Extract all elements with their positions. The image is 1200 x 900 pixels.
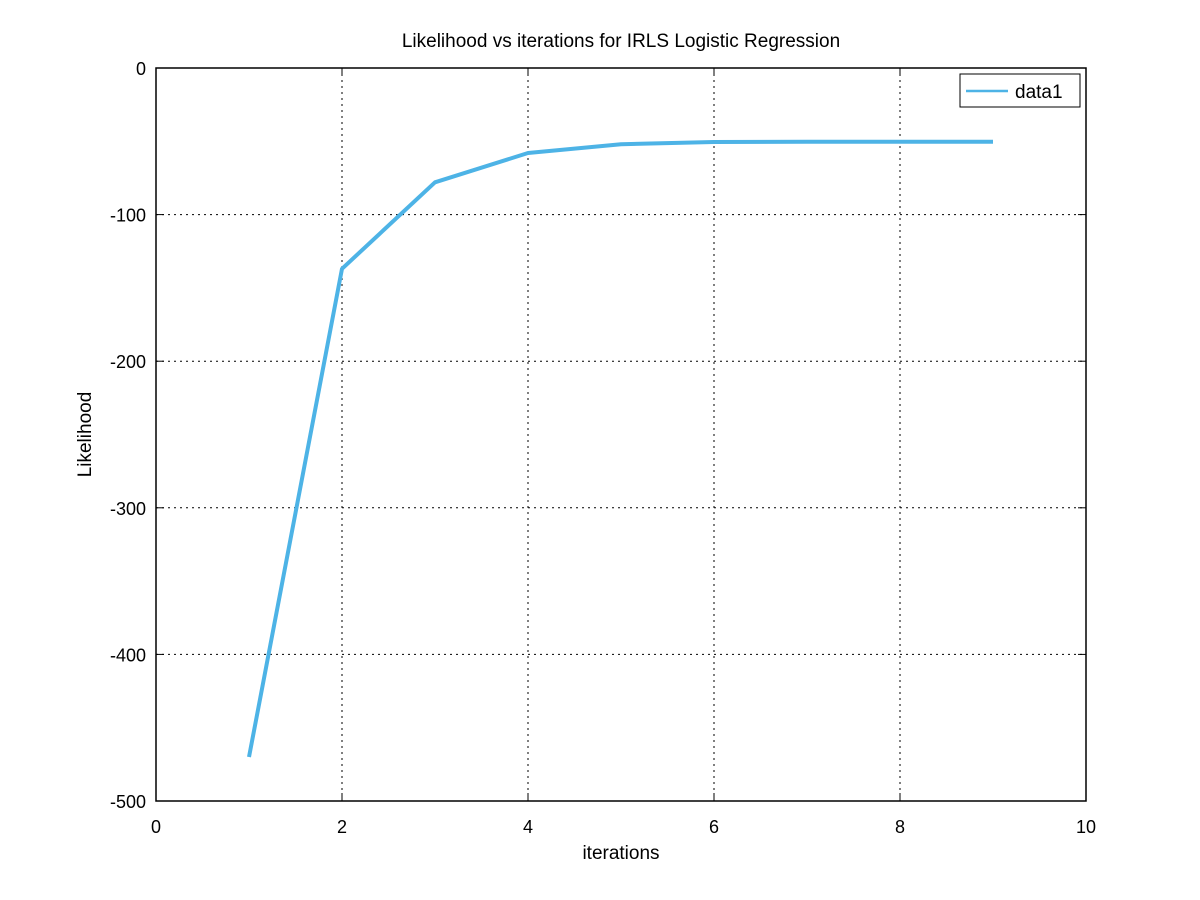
plot-area-frame xyxy=(155,67,1087,802)
series-layer xyxy=(247,139,993,758)
y-axis-label: Likelihood xyxy=(75,392,96,478)
series-line-data1 xyxy=(247,139,993,758)
y-tick-label: 0 xyxy=(136,59,146,79)
x-tick-label: 10 xyxy=(1076,817,1096,837)
y-tick-label: -200 xyxy=(110,352,146,372)
chart-title: Likelihood vs iterations for IRLS Logist… xyxy=(402,31,840,52)
x-tick-label: 8 xyxy=(895,817,905,837)
grid xyxy=(156,68,1086,801)
x-tick-label: 6 xyxy=(709,817,719,837)
x-axis-label: iterations xyxy=(582,843,659,864)
y-tick-label: -400 xyxy=(110,645,146,665)
tick-layer: 0 2 4 6 8 10 0 -100 -200 -300 -400 -500 xyxy=(110,59,1096,837)
x-tick-label: 4 xyxy=(523,817,533,837)
y-tick-label: -300 xyxy=(110,499,146,519)
x-tick-label: 2 xyxy=(337,817,347,837)
legend-label-data1: data1 xyxy=(1015,82,1063,103)
legend: data1 xyxy=(959,73,1081,108)
y-tick-label: -500 xyxy=(110,792,146,812)
x-tick-label: 0 xyxy=(151,817,161,837)
y-tick-label: -100 xyxy=(110,206,146,226)
